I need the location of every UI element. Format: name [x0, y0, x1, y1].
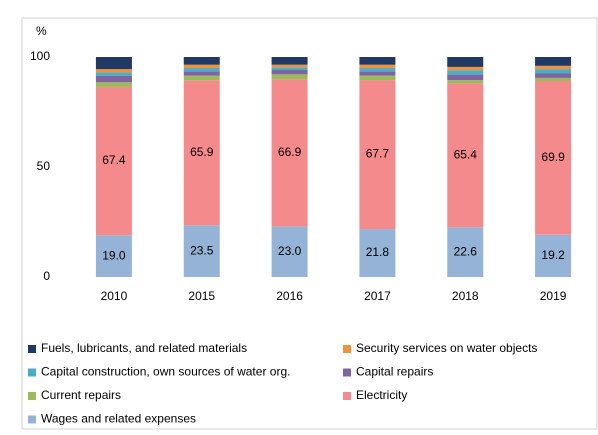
bar-segment [271, 57, 308, 65]
bar-segment [447, 70, 484, 75]
bar-segment [447, 227, 484, 277]
x-tick-label: 2015 [188, 289, 215, 303]
x-tick-label: 2010 [101, 289, 128, 303]
bar-segment [271, 67, 308, 70]
chart-frame [21, 17, 598, 430]
legend-swatch [28, 392, 36, 400]
bar-segment [447, 83, 484, 228]
bar-segment [95, 75, 132, 83]
data-label: 23.0 [278, 244, 302, 258]
bar-segment [95, 57, 132, 70]
bar-segment [535, 73, 572, 78]
data-label: 19.2 [541, 248, 565, 262]
bar-segment [535, 69, 572, 74]
data-label: 65.4 [454, 148, 478, 162]
legend-label: Capital construction, own sources of wat… [41, 365, 290, 379]
bar-segment [183, 225, 220, 277]
legend-label: Security services on water objects [356, 341, 537, 355]
data-label: 65.9 [190, 145, 214, 159]
y-tick-label: 50 [37, 159, 51, 173]
bar-segment [359, 68, 396, 72]
bar-segment [447, 57, 484, 67]
bar-segment [271, 74, 308, 80]
bar-segment [183, 71, 220, 76]
legend-label: Current repairs [41, 388, 121, 402]
bar-segment [95, 235, 132, 277]
bar-segment [359, 75, 396, 81]
bar-segment [95, 86, 132, 236]
bar-segment [271, 69, 308, 75]
bar-segment [271, 79, 308, 227]
bar-segment [447, 74, 484, 81]
data-label: 66.9 [278, 145, 302, 159]
legend-label: Electricity [356, 388, 407, 402]
legend-label: Wages and related expenses [41, 412, 196, 426]
bar-segment [183, 80, 220, 226]
bar-segment [535, 57, 572, 66]
data-label: 67.4 [102, 153, 126, 167]
bar-segment [183, 68, 220, 72]
bar-segment [183, 75, 220, 81]
x-tick-label: 2019 [540, 289, 567, 303]
bar-segment [447, 80, 484, 84]
legend-swatch [28, 368, 36, 377]
bar-segment [359, 80, 396, 230]
bar-segment [535, 80, 572, 235]
legend-swatch [343, 392, 351, 400]
data-label: 67.7 [366, 147, 390, 161]
y-axis-label: % [36, 24, 47, 38]
bar-segment [535, 77, 572, 81]
x-tick-label: 2016 [276, 289, 303, 303]
y-tick-label: 100 [30, 49, 50, 63]
data-label: 19.0 [102, 248, 126, 262]
bar-segment [95, 69, 132, 73]
bar-segment [359, 229, 396, 277]
legend-swatch [28, 415, 36, 424]
legend-label: Fuels, lubricants, and related materials [41, 341, 247, 355]
data-label: 69.9 [541, 150, 565, 164]
data-label: 23.5 [190, 243, 214, 257]
bar-segment [95, 82, 132, 87]
bar-segment [271, 226, 308, 277]
legend-swatch [343, 368, 351, 377]
bar-segment [535, 65, 572, 70]
bar-segment [535, 234, 572, 277]
x-tick-label: 2017 [364, 289, 391, 303]
bar-segment [271, 64, 308, 68]
data-label: 22.6 [454, 244, 478, 258]
bar-segment [447, 66, 484, 71]
bar-segment [359, 57, 396, 65]
bar-segment [95, 72, 132, 76]
y-tick-label: 0 [43, 269, 50, 283]
data-label: 21.8 [366, 245, 390, 259]
legend-label: Capital repairs [356, 365, 433, 379]
bar-segment [183, 64, 220, 68]
legend-swatch [343, 345, 351, 353]
bar-segment [359, 64, 396, 68]
bar-segment [359, 71, 396, 76]
x-tick-label: 2018 [452, 289, 479, 303]
legend-swatch [28, 345, 36, 353]
bar-segment [183, 57, 220, 65]
